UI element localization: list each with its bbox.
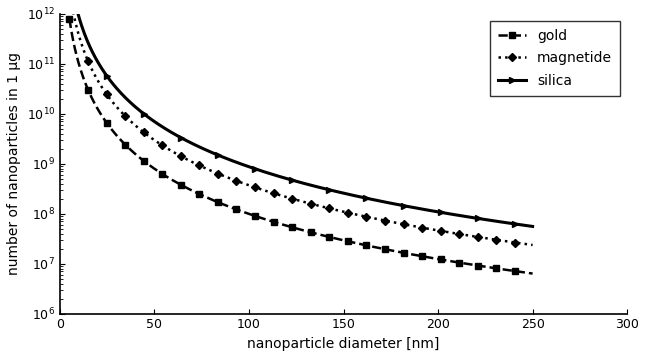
magnetide bbox=[288, 197, 296, 201]
silica bbox=[316, 185, 324, 190]
gold bbox=[341, 238, 349, 243]
magnetide bbox=[517, 241, 525, 246]
gold bbox=[288, 225, 296, 229]
silica bbox=[286, 177, 293, 182]
X-axis label: nanoparticle diameter [nm]: nanoparticle diameter [nm] bbox=[247, 337, 440, 351]
silica bbox=[288, 178, 296, 182]
silica bbox=[445, 212, 453, 216]
Line: magnetide: magnetide bbox=[67, 0, 536, 248]
gold bbox=[445, 259, 453, 263]
gold bbox=[286, 224, 293, 229]
Y-axis label: number of nanoparticles in 1 µg: number of nanoparticles in 1 µg bbox=[7, 52, 21, 275]
magnetide bbox=[528, 243, 536, 247]
gold bbox=[528, 271, 536, 276]
magnetide bbox=[341, 210, 349, 214]
Line: silica: silica bbox=[66, 0, 536, 230]
gold bbox=[517, 270, 525, 274]
silica bbox=[528, 224, 536, 228]
magnetide bbox=[316, 204, 324, 208]
silica bbox=[517, 223, 525, 227]
Line: gold: gold bbox=[67, 16, 536, 276]
magnetide bbox=[286, 196, 293, 200]
gold bbox=[316, 233, 324, 237]
gold bbox=[65, 17, 73, 21]
Legend: gold, magnetide, silica: gold, magnetide, silica bbox=[490, 21, 620, 96]
magnetide bbox=[445, 230, 453, 234]
silica bbox=[341, 192, 349, 196]
